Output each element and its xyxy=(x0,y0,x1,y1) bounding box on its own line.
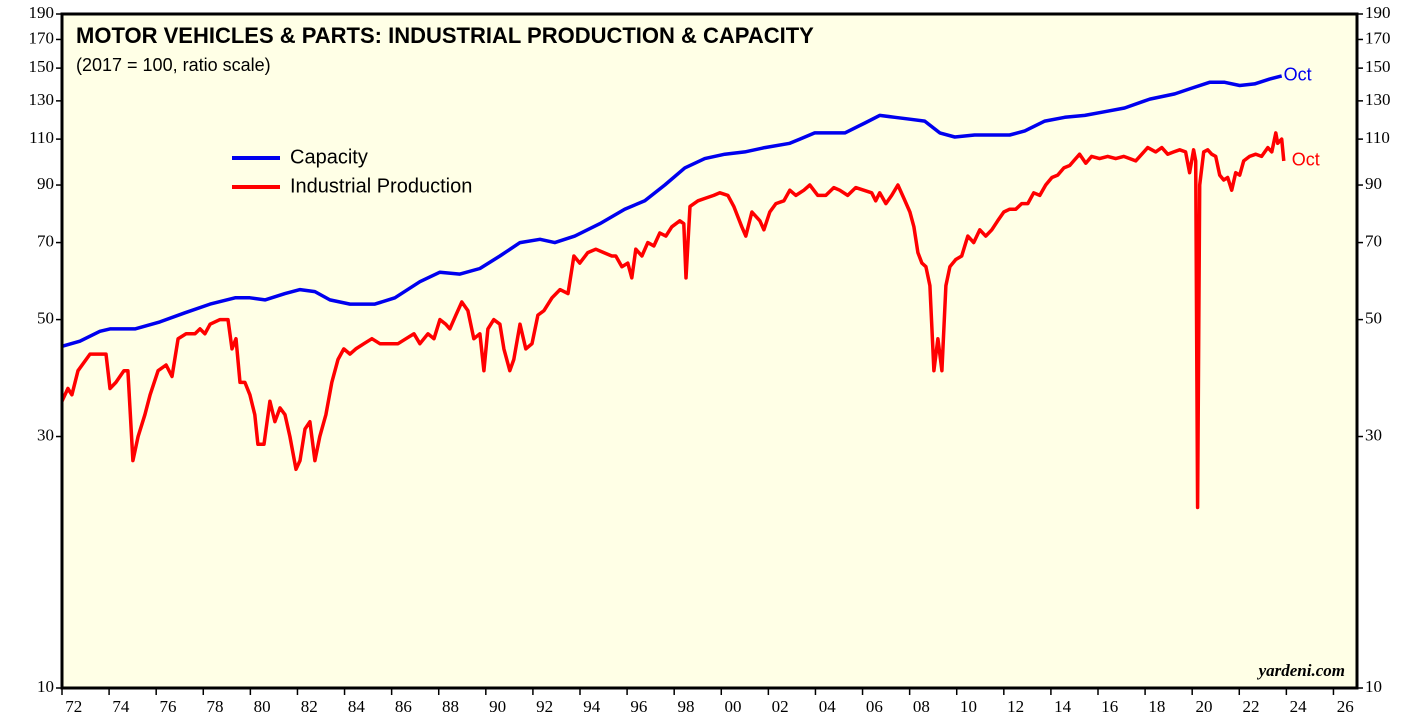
y-tick-label-left: 70 xyxy=(37,231,54,250)
x-tick-label: 94 xyxy=(583,697,601,716)
x-tick-label: 00 xyxy=(725,697,742,716)
legend-label: Industrial Production xyxy=(290,175,472,197)
end-annotation: Oct xyxy=(1284,65,1312,85)
plot-area xyxy=(62,14,1357,688)
x-tick-label: 98 xyxy=(677,697,694,716)
y-tick-label-right: 30 xyxy=(1365,425,1382,444)
series-line xyxy=(61,74,1283,348)
x-tick-label: 20 xyxy=(1195,697,1212,716)
legend-label: Capacity xyxy=(290,146,368,168)
y-tick-label-right: 190 xyxy=(1365,3,1391,22)
x-tick-label: 88 xyxy=(442,697,459,716)
axes: 10 10 30 30 50 50 70 70 90 90 110 110 130 130 150 150 17… xyxy=(29,3,1391,716)
x-tick-label: 74 xyxy=(112,697,130,716)
source: yardeni.com xyxy=(1257,661,1345,680)
y-tick-label-left: 110 xyxy=(29,128,54,147)
x-tick-label: 96 xyxy=(630,697,647,716)
x-tick-label: 08 xyxy=(913,697,930,716)
x-tick-label: 90 xyxy=(489,697,506,716)
x-tick-label: 72 xyxy=(65,697,82,716)
series-line xyxy=(60,131,1286,510)
y-tick-label-right: 90 xyxy=(1365,174,1382,193)
y-tick-label-left: 130 xyxy=(29,90,55,109)
x-tick-label: 22 xyxy=(1243,697,1260,716)
x-tick-label: 12 xyxy=(1007,697,1024,716)
x-tick-label: 86 xyxy=(395,697,412,716)
x-tick-label: 80 xyxy=(254,697,271,716)
x-tick-label: 04 xyxy=(819,697,837,716)
y-tick-label-right: 130 xyxy=(1365,90,1391,109)
y-tick-label-left: 150 xyxy=(29,57,55,76)
x-tick-label: 26 xyxy=(1337,697,1354,716)
y-tick-label-right: 10 xyxy=(1365,677,1382,696)
chart-subtitle: (2017 = 100, ratio scale) xyxy=(76,55,271,75)
x-tick-label: 18 xyxy=(1148,697,1165,716)
y-tick-label-left: 170 xyxy=(29,28,55,47)
y-tick-label-right: 170 xyxy=(1365,28,1391,47)
y-tick-label-left: 30 xyxy=(37,425,54,444)
x-tick-label: 16 xyxy=(1101,697,1118,716)
y-tick-label-left: 10 xyxy=(37,677,54,696)
y-tick-label-right: 70 xyxy=(1365,231,1382,250)
x-tick-label: 10 xyxy=(960,697,977,716)
lines xyxy=(60,74,1286,510)
x-tick-label: 02 xyxy=(772,697,789,716)
y-tick-label-left: 190 xyxy=(29,3,55,22)
x-tick-label: 14 xyxy=(1054,697,1072,716)
y-tick-label-right: 110 xyxy=(1365,128,1390,147)
x-tick-label: 84 xyxy=(348,697,366,716)
x-tick-label: 82 xyxy=(301,697,318,716)
x-tick-label: 92 xyxy=(536,697,553,716)
end-annotation: Oct xyxy=(1292,150,1320,170)
y-tick-label-left: 50 xyxy=(37,308,54,327)
y-tick-label-right: 50 xyxy=(1365,308,1382,327)
x-tick-label: 06 xyxy=(866,697,883,716)
x-tick-label: 76 xyxy=(159,697,176,716)
y-tick-label-right: 150 xyxy=(1365,57,1391,76)
y-tick-label-left: 90 xyxy=(37,174,54,193)
x-tick-label: 24 xyxy=(1290,697,1308,716)
plot-frame xyxy=(60,12,1359,690)
x-tick-label: 78 xyxy=(207,697,224,716)
chart-title: MOTOR VEHICLES & PARTS: INDUSTRIAL PRODU… xyxy=(76,23,814,48)
